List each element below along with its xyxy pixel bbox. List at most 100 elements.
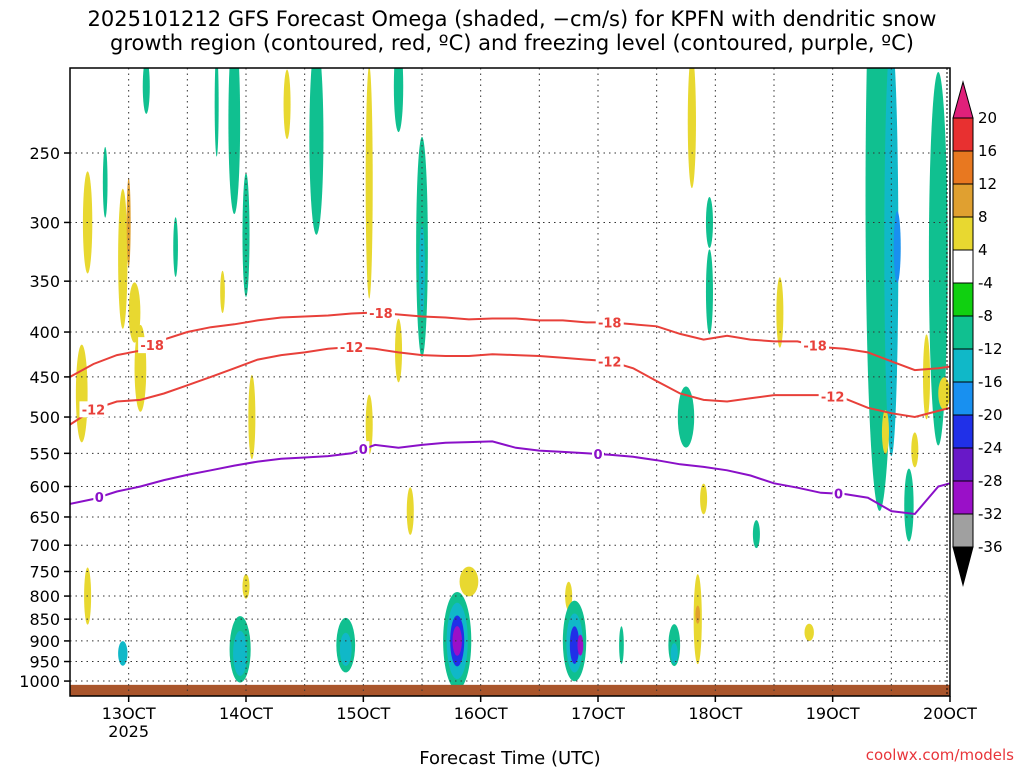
x-tick-label-13: 13OCT xyxy=(102,704,156,723)
contour-label-bg-freezing-level-1 xyxy=(357,441,370,458)
omega-cell-10 xyxy=(173,217,178,277)
y-tick-label-300: 300 xyxy=(29,213,60,232)
ground-surface xyxy=(70,684,950,696)
omega-cell-13 xyxy=(228,68,241,215)
contour-label-dgz-top-0: -18 xyxy=(140,339,164,354)
colorbar-label-5: -4 xyxy=(978,274,993,292)
chart-title-line1: 2025101212 GFS Forecast Omega (shaded, −… xyxy=(88,7,937,31)
contour-label-bg-dgz-top-0 xyxy=(138,337,167,354)
contour-label-bg-dgz-top-1 xyxy=(366,304,395,321)
colorbar-box-10 xyxy=(952,447,974,482)
omega-cell-11 xyxy=(214,68,219,157)
omega-cell-14 xyxy=(242,172,250,297)
colorbar-box-9 xyxy=(952,414,974,449)
y-tick-label-600: 600 xyxy=(29,477,60,496)
colorbar-label-0: 20 xyxy=(978,109,997,127)
y-axis: 250 300 350 400 450 500 550 600 650 700 750 800 850 9… xyxy=(19,144,70,691)
omega-cell-38 xyxy=(569,626,580,664)
omega-cell-0 xyxy=(102,146,108,218)
omega-cell-60 xyxy=(911,432,919,468)
contour-label-dgz-bottom-1: -12 xyxy=(340,341,364,356)
omega-cell-34 xyxy=(452,626,462,656)
omega-cell-29 xyxy=(406,487,414,535)
colorbar-box-11 xyxy=(952,480,974,515)
omega-cell-19 xyxy=(309,68,324,235)
omega-cell-39 xyxy=(577,634,584,656)
x-axis-title: Forecast Time (UTC) xyxy=(419,748,600,768)
x-tick-label-17: 17OCT xyxy=(571,704,625,723)
x-tick-label-18: 18OCT xyxy=(688,704,742,723)
y-tick-label-350: 350 xyxy=(29,272,60,291)
contour-label-bg-dgz-top-2 xyxy=(595,314,624,331)
x-tick-label-16: 16OCT xyxy=(454,704,508,723)
omega-cell-20 xyxy=(283,69,291,140)
credit-text: coolwx.com/models xyxy=(866,746,1014,764)
y-tick-label-650: 650 xyxy=(29,508,60,527)
y-tick-label-950: 950 xyxy=(29,653,60,672)
y-tick-label-1000: 1000 xyxy=(19,672,60,691)
contour-label-dgz-bottom-3: -12 xyxy=(821,391,845,406)
contour-label-dgz-top-2: -18 xyxy=(598,316,622,331)
y-tick-label-550: 550 xyxy=(29,444,60,463)
colorbar-box-3 xyxy=(952,216,974,251)
omega-cell-52 xyxy=(776,277,784,348)
contour-label-freezing-level-3: 0 xyxy=(834,488,843,503)
omega-cell-45 xyxy=(700,483,708,515)
y-tick-label-900: 900 xyxy=(29,632,60,651)
colorbar-label-11: -28 xyxy=(978,472,1003,490)
colorbar-box-6 xyxy=(952,315,974,350)
colorbar-label-2: 12 xyxy=(978,175,997,193)
colorbar-box-12 xyxy=(952,513,974,548)
contour-label-freezing-level-2: 0 xyxy=(593,448,602,463)
contour-label-freezing-level-0: 0 xyxy=(95,491,104,506)
y-tick-label-700: 700 xyxy=(29,536,60,555)
omega-cell-41 xyxy=(687,68,696,189)
colorbar-label-8: -16 xyxy=(978,373,1003,391)
colorbar-label-4: 4 xyxy=(978,241,988,259)
contour-label-bg-freezing-level-2 xyxy=(592,446,604,463)
colorbar-label-3: 8 xyxy=(978,208,988,226)
omega-cell-6 xyxy=(75,344,88,443)
colorbar-box-4 xyxy=(952,249,974,284)
omega-cell-30 xyxy=(459,566,479,597)
omega-cell-40 xyxy=(619,626,624,664)
omega-cell-23 xyxy=(365,394,373,455)
omega-cell-9 xyxy=(142,68,150,114)
contour-line-freezing-level xyxy=(70,440,950,516)
x-tick-label-19: 19OCT xyxy=(806,704,860,723)
omega-cell-22 xyxy=(393,68,404,133)
contour-label-bg-dgz-top-3 xyxy=(801,337,830,354)
x-tick-label-20: 20OCT xyxy=(923,704,977,723)
y-tick-label-800: 800 xyxy=(29,587,60,606)
colorbar-label-10: -24 xyxy=(978,439,1003,457)
x-tick-sublabel-13: 2025 xyxy=(108,722,149,741)
colorbar-box-1 xyxy=(952,150,974,185)
y-tick-label-250: 250 xyxy=(29,144,60,163)
contour-label-dgz-top-1: -18 xyxy=(369,307,393,322)
contour-label-bg-dgz-bottom-0 xyxy=(79,401,108,418)
contour-label-dgz-bottom-0: -12 xyxy=(82,403,106,418)
colorbar-label-6: -8 xyxy=(978,307,993,325)
contour-line-dgz-bottom xyxy=(70,345,950,426)
colorbar-top-arrow xyxy=(952,80,974,119)
omega-cell-43 xyxy=(705,249,713,335)
colorbar-box-0 xyxy=(952,117,974,152)
contour-label-bg-dgz-bottom-2 xyxy=(595,353,624,370)
omega-cell-4 xyxy=(128,282,141,343)
colorbar-label-9: -20 xyxy=(978,406,1003,424)
colorbar-label-13: -36 xyxy=(978,538,1003,556)
chart-title-line2: growth region (contoured, red, ºC) and f… xyxy=(110,31,914,55)
omega-cell-28 xyxy=(395,318,403,383)
plot-frame xyxy=(69,67,951,697)
contour-label-bg-freezing-level-0 xyxy=(93,489,106,506)
x-tick-label-15: 15OCT xyxy=(336,704,390,723)
colorbar-box-2 xyxy=(952,183,974,218)
omega-cell-8 xyxy=(118,641,128,666)
colorbar-box-8 xyxy=(952,381,974,416)
omega-cell-58 xyxy=(904,468,914,542)
omega-cell-50 xyxy=(752,520,760,549)
omega-cell-21 xyxy=(365,68,373,299)
omega-cell-51 xyxy=(804,623,814,642)
